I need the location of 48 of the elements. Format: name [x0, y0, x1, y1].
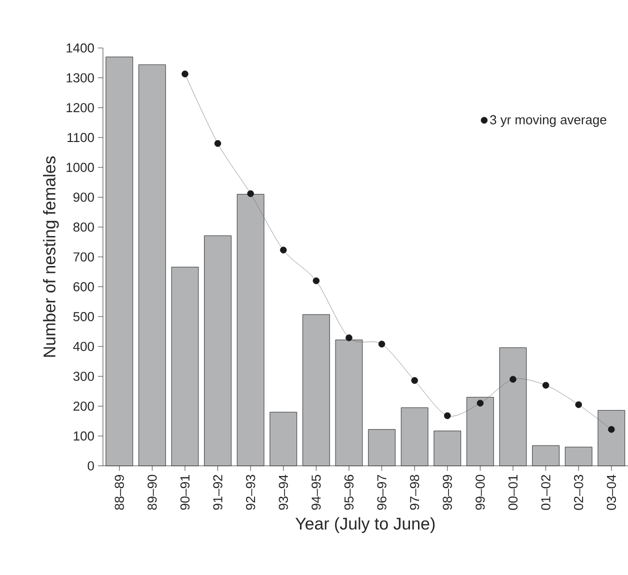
x-tick-label: 94–95	[312, 475, 321, 510]
point	[280, 246, 287, 254]
x-tick-label: 91–92	[213, 475, 222, 510]
point	[312, 278, 320, 284]
x-tick-label: 89–90	[148, 474, 157, 510]
y-tick-label: 900	[73, 192, 94, 202]
point	[411, 377, 418, 384]
point	[346, 334, 352, 342]
point	[476, 400, 484, 407]
y-tick-label: 700	[74, 252, 94, 262]
point	[510, 376, 516, 383]
x-tick-label: 92–93	[246, 475, 256, 510]
legend-label: 3 yr moving average	[490, 114, 606, 128]
y-tick-label: 800	[73, 222, 94, 232]
x-tick-label: 88–89	[114, 475, 124, 510]
y-tick-label: 1100	[68, 133, 94, 142]
y-tick-label: 600	[74, 282, 94, 292]
y-tick-label: 1000	[66, 162, 94, 172]
y-tick-label: 1300	[66, 73, 94, 83]
y-tick-label: 300	[73, 372, 94, 381]
point	[247, 190, 254, 198]
y-axis-title: Number of nesting females	[43, 156, 59, 357]
point	[182, 70, 188, 78]
x-tick-label: 98–99	[442, 475, 452, 510]
point	[444, 412, 451, 420]
x-tick-label: 00–01	[508, 475, 518, 510]
y-tick-label: 400	[73, 342, 94, 352]
x-tick-label: 01–02	[541, 475, 550, 510]
x-axis-title: Year (July to June)	[295, 517, 435, 534]
x-tick-label: 99–00	[476, 474, 485, 510]
x-tick-label: 97–98	[410, 475, 420, 510]
point	[214, 140, 222, 147]
y-tick-label: 200	[74, 402, 94, 411]
x-tick-label: 96–97	[377, 475, 386, 510]
point	[378, 340, 386, 348]
x-tick-label: 93–94	[278, 474, 288, 510]
x-tick-label: 03–04	[606, 474, 616, 510]
y-tick-label: 500	[73, 312, 94, 322]
y-tick-label: 1400	[66, 43, 94, 53]
x-tick-label: 90–91	[180, 475, 190, 510]
point	[608, 426, 615, 433]
y-tick-label: 100	[74, 432, 94, 441]
x-tick-label: 02–03	[574, 475, 584, 510]
y-tick-label: 0	[88, 461, 94, 471]
point	[575, 401, 582, 408]
x-tick-label: 95–96	[344, 475, 354, 510]
point	[542, 382, 550, 389]
y-tick-label: 1200	[66, 103, 94, 112]
